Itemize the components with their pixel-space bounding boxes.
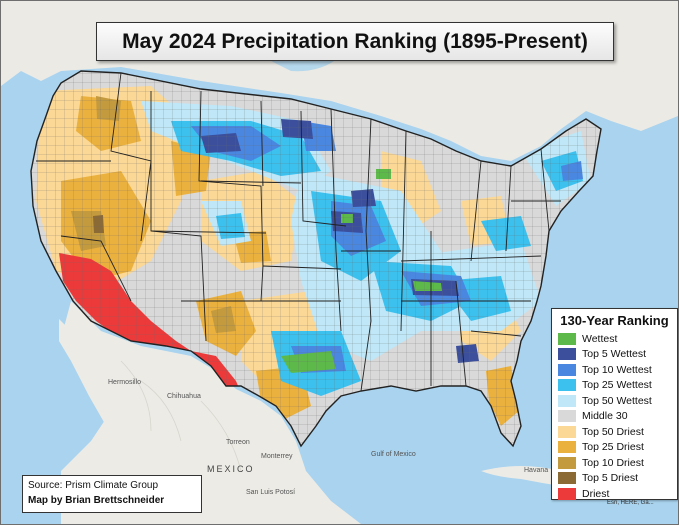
legend-swatch (558, 379, 576, 392)
terrain (120, 360, 242, 472)
legend-label: Top 10 Driest (582, 456, 644, 469)
legend-swatch (558, 425, 576, 438)
title-box: May 2024 Precipitation Ranking (1895-Pre… (96, 22, 614, 61)
us-outline (30, 70, 602, 448)
legend-label: Driest (582, 487, 610, 500)
legend-item: Top 25 Wettest (552, 378, 677, 394)
legend-item: Top 25 Driest (552, 440, 677, 456)
map-title: May 2024 Precipitation Ranking (1895-Pre… (122, 29, 588, 53)
legend-label: Middle 30 (582, 410, 628, 423)
legend-label: Top 10 Wettest (582, 363, 652, 376)
legend-item: Top 5 Wettest (552, 347, 677, 363)
legend-item: Top 50 Wettest (552, 393, 677, 409)
legend-label: Top 25 Wettest (582, 379, 652, 392)
legend-label: Wettest (582, 332, 618, 345)
place-label: Chihuahua (167, 393, 201, 400)
legend-item: Top 50 Driest (552, 424, 677, 440)
legend-swatch (558, 332, 576, 345)
legend-item: Top 10 Wettest (552, 362, 677, 378)
legend-item: Top 5 Driest (552, 471, 677, 487)
baja-land (59, 319, 136, 459)
source-text: Source: Prism Climate Group (28, 480, 159, 491)
legend-label: Top 50 Wettest (582, 394, 652, 407)
legend: 130-Year Ranking Wettest Top 5 Wettest Top… (551, 308, 678, 500)
legend-label: Top 5 Driest (582, 472, 639, 485)
legend-label: Top 50 Driest (582, 425, 644, 438)
source-box: Source: Prism Climate Group Map by Brian… (22, 475, 202, 513)
legend-label: Top 5 Wettest (582, 348, 647, 361)
legend-item: Wettest (552, 331, 677, 347)
legend-swatch (558, 487, 576, 500)
legend-items: Wettest Top 5 Wettest Top 10 Wettest Top 25… (552, 331, 677, 502)
place-label: San Luis Potosí (246, 489, 296, 496)
legend-swatch (558, 441, 576, 454)
legend-title: 130-Year Ranking (560, 313, 669, 328)
map-attribution: Esri, HERE, Ga... (607, 500, 654, 506)
legend-label: Top 25 Driest (582, 441, 644, 454)
place-label: Gulf of Mexico (371, 451, 416, 458)
legend-item: Top 10 Driest (552, 455, 677, 471)
state-borders (36, 72, 561, 392)
legend-swatch (558, 348, 576, 361)
legend-swatch (558, 456, 576, 469)
legend-swatch (558, 363, 576, 376)
place-label: Havana (524, 467, 549, 474)
legend-swatch (558, 472, 576, 485)
legend-swatch (558, 410, 576, 423)
legend-item: Middle 30 (552, 409, 677, 425)
mexico-label: MEXICO (207, 464, 255, 474)
legend-swatch (558, 394, 576, 407)
place-label: Monterrey (261, 453, 293, 460)
place-label: Torreon (226, 439, 250, 446)
place-label: Hermosillo (108, 379, 142, 386)
credit-text: Map by Brian Brettschneider (28, 495, 165, 506)
legend-item: Driest (552, 486, 677, 502)
